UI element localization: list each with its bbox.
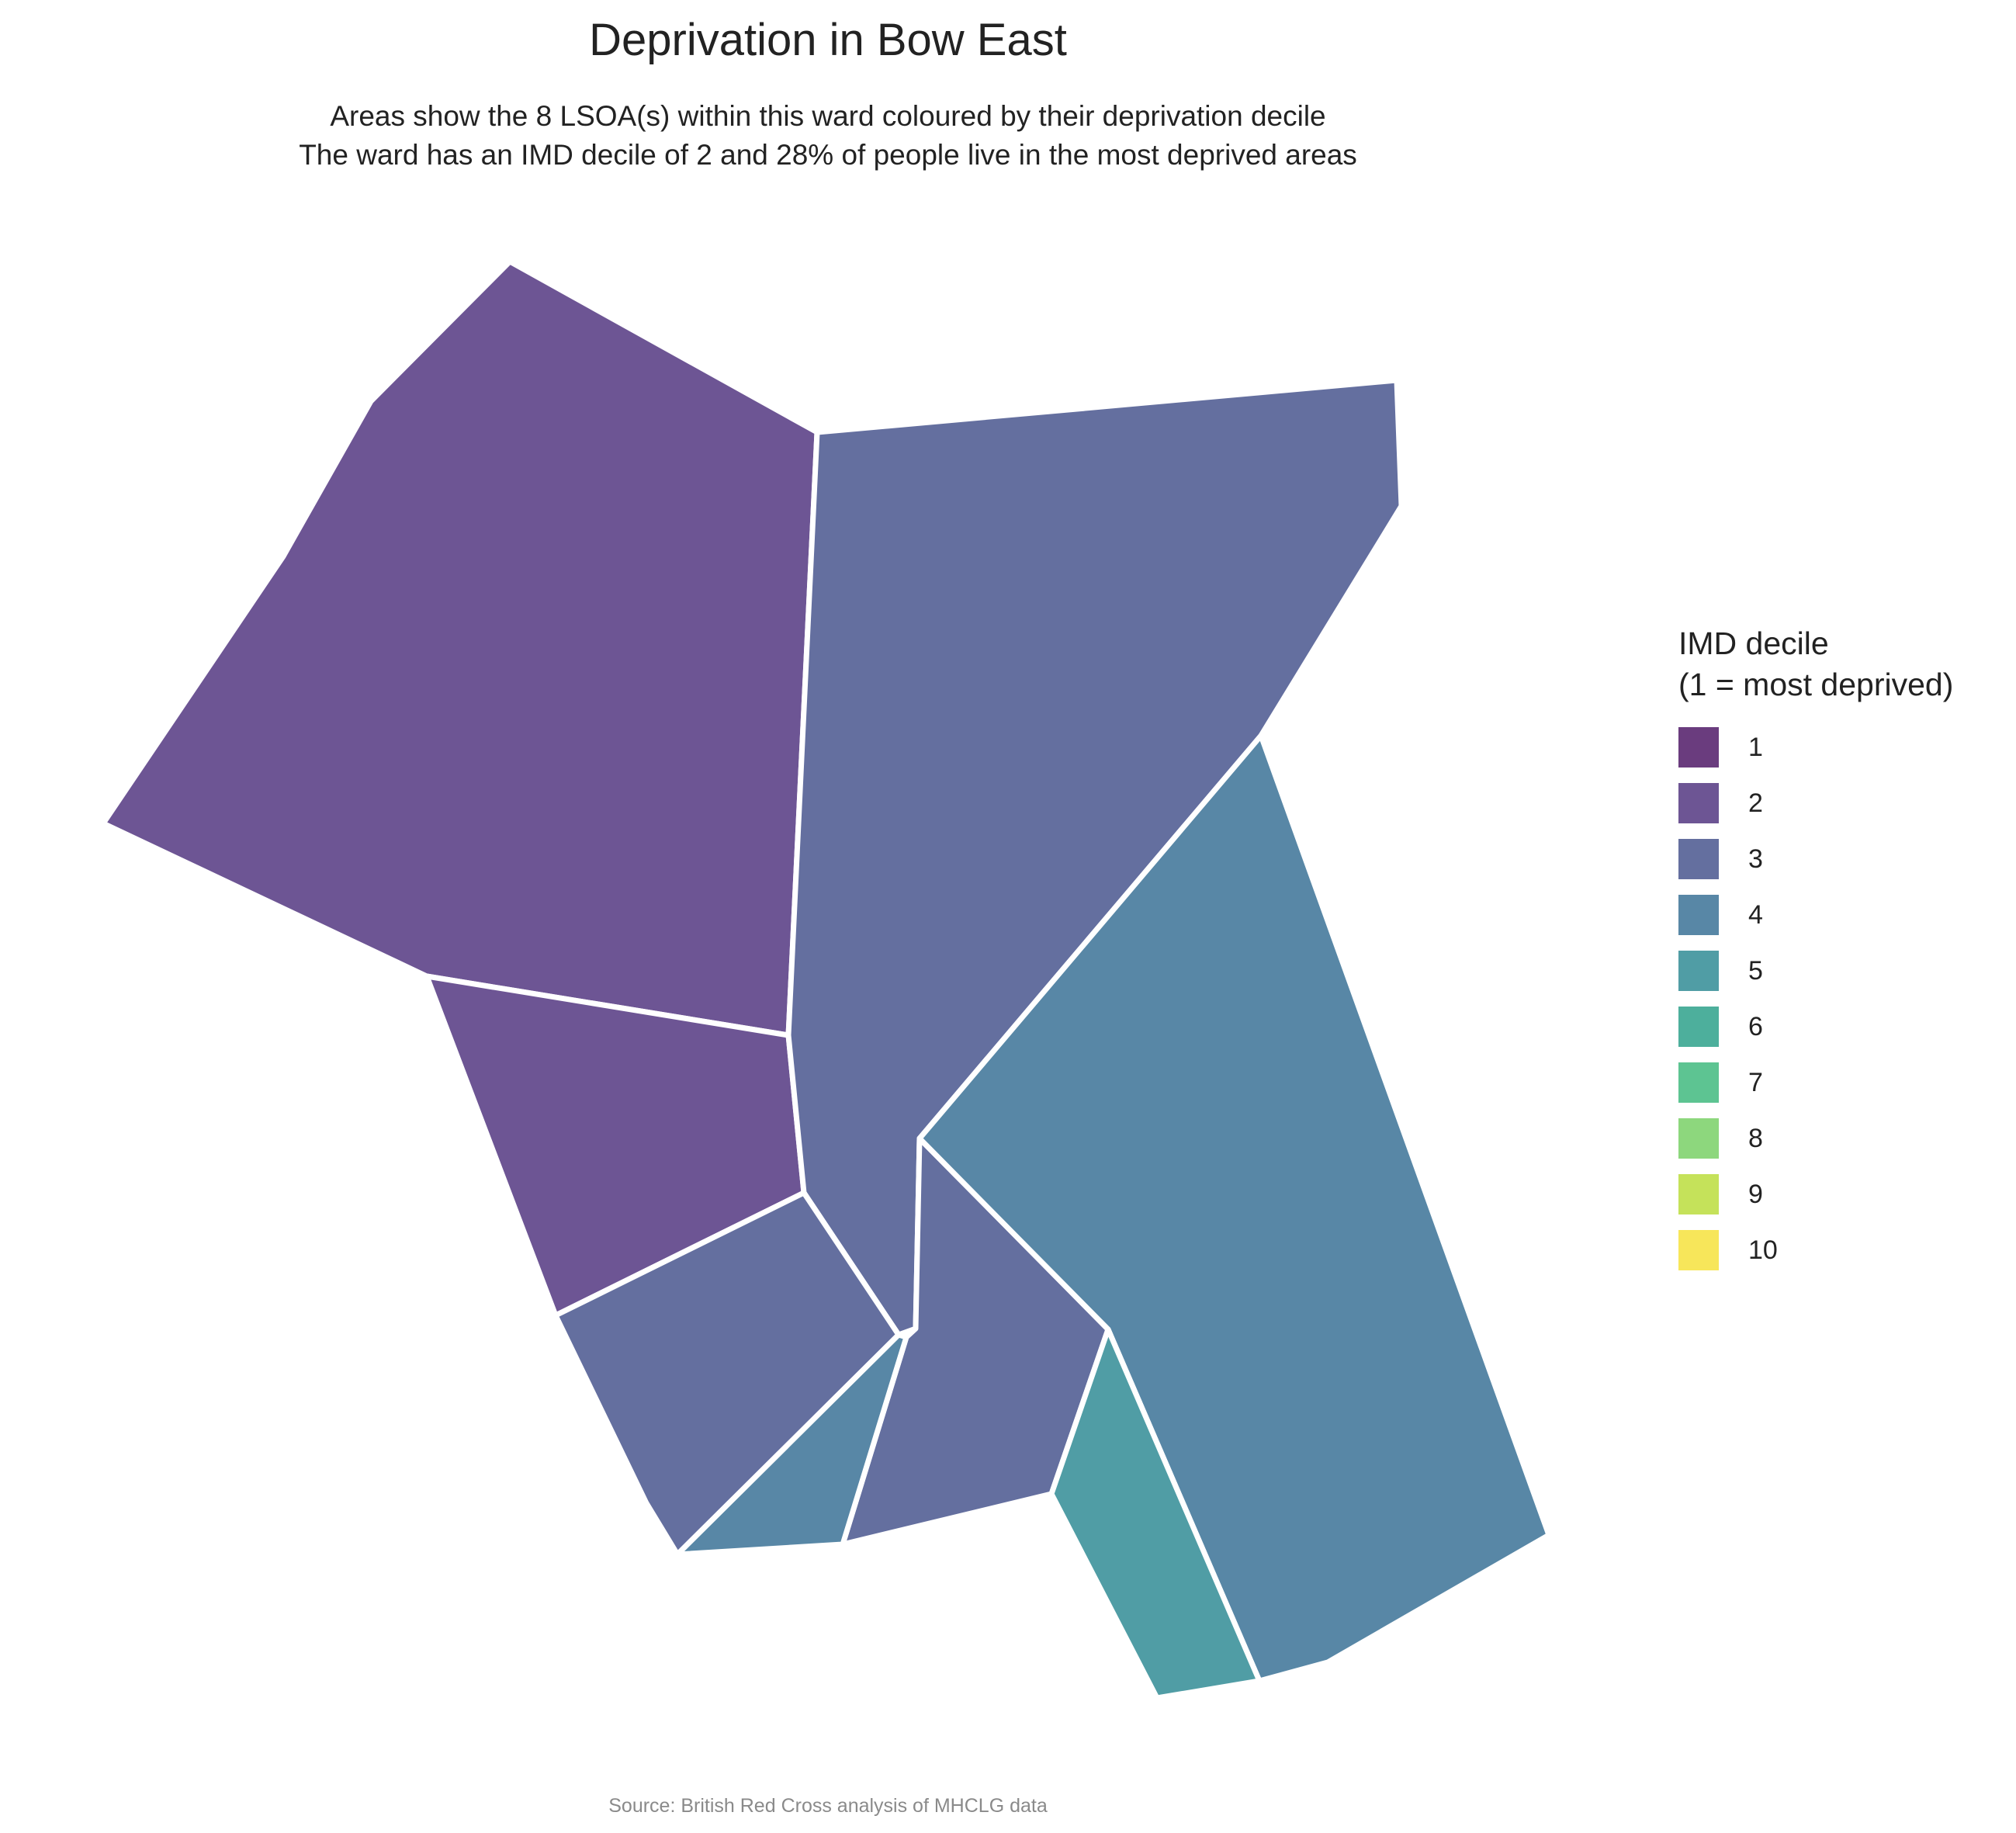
legend-swatch-3 xyxy=(1678,839,1719,879)
legend-title: IMD decile (1 = most deprived) xyxy=(1678,623,1953,705)
legend-label-1: 1 xyxy=(1748,733,1763,762)
legend-item-1: 1 xyxy=(1678,727,1953,783)
legend-swatch-2 xyxy=(1678,783,1719,823)
legend-label-6: 6 xyxy=(1748,1012,1763,1041)
lsoa-south-small xyxy=(674,1332,909,1558)
lsoa-north-west xyxy=(100,258,820,1038)
legend-swatch-7 xyxy=(1678,1062,1719,1103)
legend-item-7: 7 xyxy=(1678,1062,1953,1118)
chart-subtitle: Areas show the 8 LSOA(s) within this war… xyxy=(0,97,1656,175)
subtitle-line-1: Areas show the 8 LSOA(s) within this war… xyxy=(330,100,1326,132)
legend-title-line-2: (1 = most deprived) xyxy=(1678,667,1954,702)
chart-title: Deprivation in Bow East xyxy=(589,15,1067,65)
legend-label-8: 8 xyxy=(1748,1124,1763,1153)
legend-label-10: 10 xyxy=(1748,1235,1778,1265)
legend-item-3: 3 xyxy=(1678,839,1953,895)
legend-label-3: 3 xyxy=(1748,844,1763,874)
legend-swatch-6 xyxy=(1678,1007,1719,1047)
legend-label-7: 7 xyxy=(1748,1068,1763,1097)
legend-item-10: 10 xyxy=(1678,1230,1953,1286)
legend-items: 1 2 3 4 5 6 7 8 9 10 xyxy=(1678,727,1953,1286)
legend-item-5: 5 xyxy=(1678,951,1953,1007)
legend-label-4: 4 xyxy=(1748,900,1763,930)
legend-swatch-1 xyxy=(1678,727,1719,768)
legend-item-9: 9 xyxy=(1678,1174,1953,1230)
subtitle-line-2: The ward has an IMD decile of 2 and 28% … xyxy=(299,139,1357,171)
legend-item-2: 2 xyxy=(1678,783,1953,839)
legend-label-9: 9 xyxy=(1748,1180,1763,1209)
legend: IMD decile (1 = most deprived) 1 2 3 4 5 6 7 8 9… xyxy=(1678,623,1953,1286)
legend-item-6: 6 xyxy=(1678,1007,1953,1062)
lsoa-south-east xyxy=(1048,1326,1263,1701)
legend-item-4: 4 xyxy=(1678,895,1953,951)
legend-swatch-9 xyxy=(1678,1174,1719,1214)
legend-item-8: 8 xyxy=(1678,1118,1953,1174)
legend-swatch-10 xyxy=(1678,1230,1719,1270)
legend-title-line-1: IMD decile xyxy=(1678,625,1829,661)
legend-label-5: 5 xyxy=(1748,956,1763,986)
legend-swatch-5 xyxy=(1678,951,1719,991)
legend-label-2: 2 xyxy=(1748,788,1763,818)
legend-swatch-8 xyxy=(1678,1118,1719,1159)
legend-swatch-4 xyxy=(1678,895,1719,935)
source-caption: Source: British Red Cross analysis of MH… xyxy=(608,1795,1048,1817)
